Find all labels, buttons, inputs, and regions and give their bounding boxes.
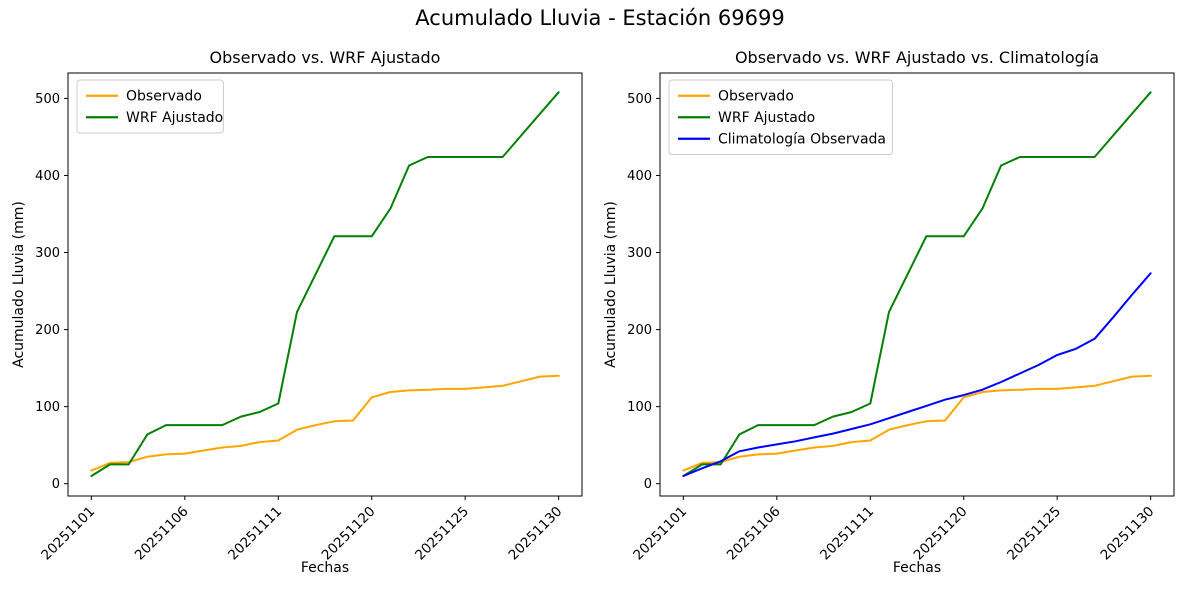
y-axis-label: Acumulado Lluvia (mm) — [11, 201, 27, 368]
axes-frame — [67, 72, 583, 497]
y-tick-label: 300 — [35, 246, 60, 261]
legend-label: Climatología Observada — [718, 132, 886, 148]
x-axis-label: Fechas — [301, 560, 349, 576]
x-tick-label: 20251106 — [724, 504, 784, 564]
y-tick-label: 200 — [627, 323, 652, 338]
series-line-wrf-ajustado — [682, 91, 1152, 477]
legend-label: Observado — [718, 89, 794, 105]
y-tick-label: 200 — [35, 323, 60, 338]
y-tick-label: 0 — [52, 477, 60, 492]
legend-box — [76, 79, 224, 134]
y-tick-label: 300 — [627, 246, 652, 261]
left-chart-canvas: 0 100 200 300 400 500 20251101 20251106 20251111… — [11, 48, 583, 576]
y-tick-label: 100 — [35, 400, 60, 415]
axes-frame — [659, 72, 1175, 497]
legend-box — [668, 79, 893, 155]
legend-label: WRF Ajustado — [126, 110, 223, 126]
legend-label: WRF Ajustado — [718, 110, 815, 126]
right-chart: 0 100 200 300 400 500 20251101 20251106 20251111… — [600, 40, 1200, 600]
series-line-observado — [682, 374, 1152, 472]
x-tick-label: 20251101 — [38, 504, 98, 564]
right-chart-canvas: 0 100 200 300 400 500 20251101 20251106 20251111… — [603, 48, 1175, 576]
figure-title: Acumulado Lluvia - Estación 69699 — [415, 6, 785, 30]
y-tick-label: 500 — [627, 92, 652, 107]
y-tick-label: 400 — [35, 169, 60, 184]
y-tick-label: 400 — [627, 169, 652, 184]
y-axis-label: Acumulado Lluvia (mm) — [603, 201, 619, 368]
x-tick-label: 20251125 — [1004, 504, 1064, 564]
x-tick-label: 20251111 — [817, 504, 877, 564]
left-chart-title: Observado vs. WRF Ajustado — [210, 48, 441, 67]
x-tick-label: 20251106 — [132, 504, 192, 564]
x-tick-label: 20251120 — [319, 504, 379, 564]
series-line-wrf-ajustado — [90, 91, 560, 477]
x-tick-label: 20251130 — [506, 504, 566, 564]
legend-label: Observado — [126, 89, 202, 105]
x-tick-label: 20251111 — [225, 504, 285, 564]
x-tick-label: 20251130 — [1098, 504, 1158, 564]
x-axis-label: Fechas — [893, 560, 941, 576]
x-tick-label: 20251125 — [412, 504, 472, 564]
left-chart: 0 100 200 300 400 500 20251101 20251106 20251111… — [0, 40, 600, 600]
x-tick-label: 20251101 — [630, 504, 690, 564]
y-tick-label: 0 — [644, 477, 652, 492]
series-line-observado — [90, 374, 560, 472]
series-line-climatolog-a-observada — [682, 272, 1152, 477]
right-chart-title: Observado vs. WRF Ajustado vs. Climatolo… — [735, 48, 1099, 67]
y-tick-label: 100 — [627, 400, 652, 415]
y-tick-label: 500 — [35, 92, 60, 107]
x-tick-label: 20251120 — [911, 504, 971, 564]
